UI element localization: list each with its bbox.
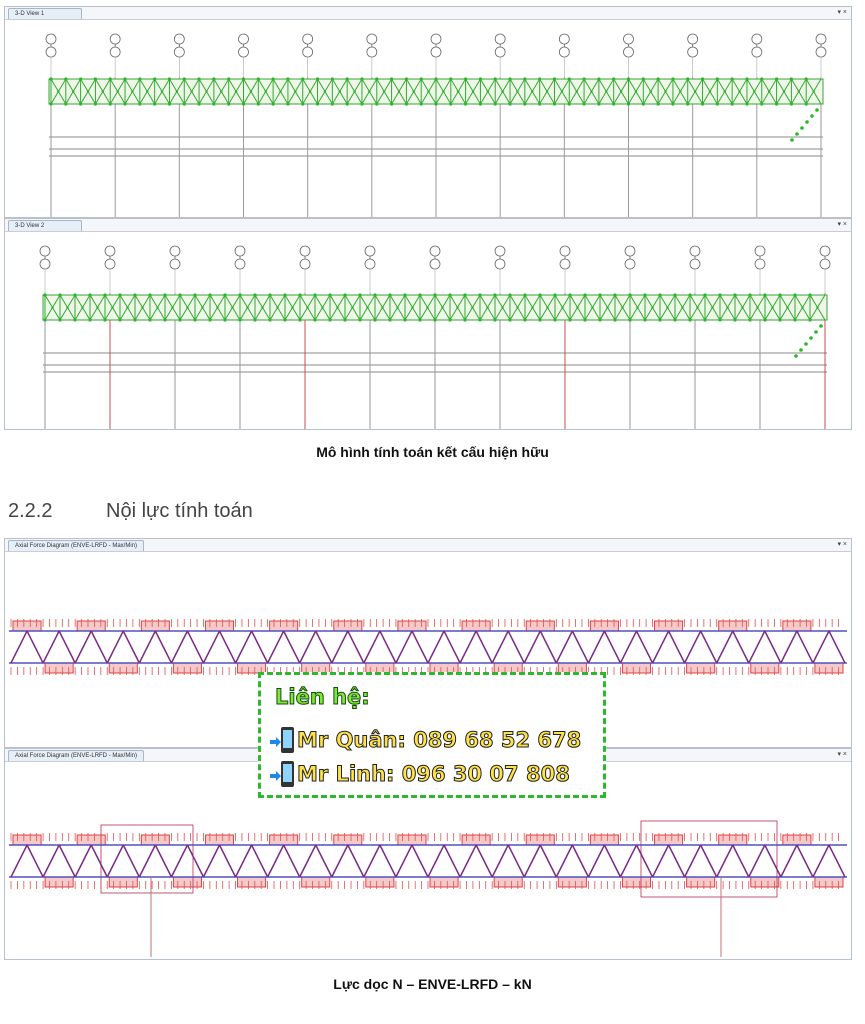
structural-model-drawing-2	[39, 245, 831, 429]
grid-bubble	[624, 245, 636, 295]
structural-model-drawing	[45, 33, 827, 217]
grid-bubble	[751, 33, 763, 79]
grid-bubble	[815, 33, 827, 79]
grid-bubble	[173, 33, 185, 79]
grid-bubble	[299, 245, 311, 295]
grid-bubble	[623, 33, 634, 79]
grid-bubble	[104, 245, 116, 295]
grid-bubble	[39, 245, 51, 295]
grid-bubble	[429, 245, 441, 295]
window-controls[interactable]: ▾ ×	[837, 541, 847, 548]
figure-caption-model: Mô hình tính toán kết cấu hiện hữu	[316, 444, 549, 460]
grid-bubble	[494, 33, 506, 79]
grid-bubble	[302, 33, 314, 79]
contact-phone-1[interactable]: Mr Quân: 089 68 52 678	[296, 728, 582, 753]
grid-bubble	[169, 245, 181, 295]
axial-panel-top: Axial Force Diagram (ENVE-LRFD - Max/Min…	[4, 538, 852, 748]
window-controls[interactable]: ▾ ×	[837, 221, 847, 228]
grid-bubble	[364, 245, 376, 295]
grid-bubble	[494, 245, 506, 295]
grid-bubble	[558, 33, 570, 79]
contact-title: Liên hệ:	[275, 685, 371, 710]
grid-bubble	[689, 245, 701, 295]
section-title: Nội lực tính toán	[106, 500, 253, 522]
figure-caption-axial: Lực dọc N – ENVE-LRFD – kN	[333, 976, 532, 992]
view-tab[interactable]: 3-D View 2	[8, 220, 82, 231]
model-panel-bottom: 3-D View 2 ▾ ×	[4, 218, 852, 430]
view-tab[interactable]: Axial Force Diagram (ENVE-LRFD - Max/Min…	[8, 540, 145, 551]
grid-bubble	[430, 33, 442, 79]
axial-force-diagram-2	[9, 820, 847, 957]
grid-bubble	[754, 245, 766, 295]
view-tab[interactable]: 3-D View 1	[8, 8, 82, 19]
section-heading: 2.2.2 Nội lực tính toán	[8, 500, 253, 523]
grid-bubble	[687, 33, 699, 79]
grid-bubble	[366, 33, 378, 79]
phone-icon	[269, 725, 297, 755]
grid-bubble	[559, 245, 571, 295]
contact-row: Mr Linh: 096 30 07 808	[269, 759, 570, 789]
grid-bubble	[234, 245, 246, 295]
view-tab[interactable]: Axial Force Diagram (ENVE-LRFD - Max/Min…	[8, 750, 145, 761]
phone-icon	[269, 759, 297, 789]
tab-bar: Axial Force Diagram (ENVE-LRFD - Max/Min…	[5, 539, 851, 552]
model-panel-top: 3-D View 1 ▾ ×	[4, 6, 852, 218]
contact-phone-2[interactable]: Mr Linh: 096 30 07 808	[297, 762, 571, 787]
axial-force-diagram	[9, 619, 847, 675]
contact-box: Liên hệ: Mr Quân: 089 68 52 678 Mr Linh:…	[258, 672, 606, 798]
grid-bubble	[238, 33, 249, 79]
grid-bubble	[819, 245, 831, 295]
window-controls[interactable]: ▾ ×	[837, 9, 847, 16]
grid-bubble	[109, 33, 121, 79]
window-controls[interactable]: ▾ ×	[837, 751, 847, 758]
grid-bubble	[45, 33, 57, 79]
tab-bar: 3-D View 2 ▾ ×	[5, 219, 851, 232]
tab-bar: 3-D View 1 ▾ ×	[5, 7, 851, 20]
contact-row: Mr Quân: 089 68 52 678	[269, 725, 582, 755]
section-number: 2.2.2	[8, 500, 53, 522]
